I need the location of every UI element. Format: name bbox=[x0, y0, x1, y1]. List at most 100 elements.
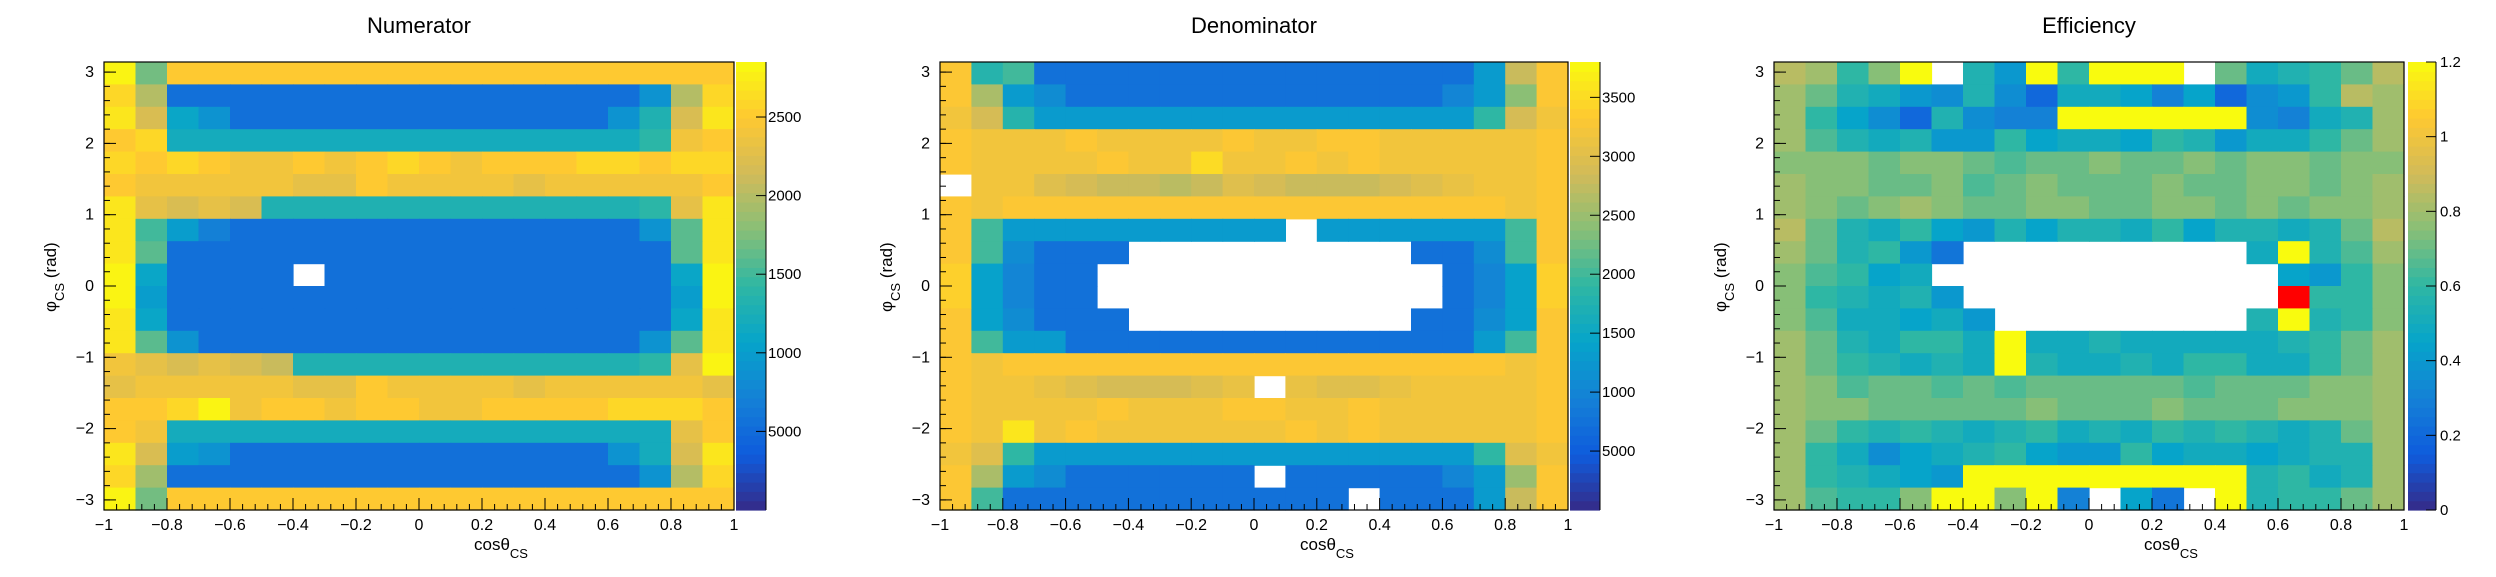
heatmap-cell bbox=[482, 196, 515, 220]
heatmap-cell bbox=[545, 465, 578, 489]
palette-bin bbox=[736, 491, 766, 502]
palette-bin bbox=[736, 351, 766, 362]
heatmap-cell bbox=[261, 241, 294, 265]
heatmap-cell bbox=[1900, 442, 1933, 466]
heatmap-cell bbox=[1097, 442, 1129, 466]
x-tick-label: 0 bbox=[415, 517, 424, 534]
heatmap-cell bbox=[1097, 129, 1129, 153]
heatmap-cell bbox=[387, 218, 420, 242]
heatmap-cell bbox=[1963, 129, 1996, 153]
heatmap-cell bbox=[1379, 151, 1412, 175]
heatmap-cell bbox=[1065, 330, 1098, 354]
heatmap-cell bbox=[356, 465, 389, 489]
heatmap-cell bbox=[1442, 308, 1475, 332]
heatmap-cell bbox=[2183, 196, 2216, 220]
palette-bin bbox=[1570, 164, 1600, 175]
heatmap-cell bbox=[293, 174, 326, 197]
heatmap-cell bbox=[419, 62, 452, 85]
heatmap-cell bbox=[1034, 151, 1067, 175]
z-tick-label: 1000 bbox=[1602, 384, 1635, 401]
heatmap-cell bbox=[1774, 375, 1807, 399]
heatmap-cell bbox=[2057, 442, 2090, 466]
heatmap-cell bbox=[1065, 465, 1098, 489]
heatmap-cell bbox=[608, 241, 641, 265]
heatmap-cell bbox=[1473, 241, 1506, 265]
heatmap-cell bbox=[1128, 196, 1161, 220]
heatmap-cell bbox=[1128, 106, 1161, 130]
heatmap-cell bbox=[639, 487, 672, 511]
palette-bin bbox=[736, 118, 766, 128]
heatmap-cell bbox=[1900, 241, 1933, 265]
heatmap-cell bbox=[1128, 465, 1161, 489]
palette-bin bbox=[1570, 108, 1600, 119]
heatmap-cell bbox=[1159, 487, 1192, 511]
heatmap-cell bbox=[1159, 465, 1192, 489]
palette-bin bbox=[736, 463, 766, 474]
heatmap-cell bbox=[1805, 241, 1838, 265]
heatmap-cell bbox=[1900, 62, 1933, 85]
heatmap-cell bbox=[2120, 442, 2153, 466]
palette-bin bbox=[736, 99, 766, 110]
heatmap-cell bbox=[2341, 375, 2374, 399]
palette-bin bbox=[1570, 444, 1600, 455]
heatmap-cell bbox=[1442, 174, 1475, 197]
heatmap-cell bbox=[324, 420, 357, 444]
heatmap-cell bbox=[1805, 286, 1838, 309]
heatmap-cell bbox=[1285, 330, 1318, 354]
heatmap-cell bbox=[1348, 330, 1381, 354]
heatmap-cell bbox=[167, 129, 200, 153]
palette-bin bbox=[1570, 304, 1600, 315]
y-tick-label: 3 bbox=[921, 64, 930, 81]
heatmap-cell bbox=[2152, 330, 2185, 354]
heatmap-cell bbox=[135, 151, 168, 175]
heatmap-cell bbox=[2026, 62, 2059, 85]
heatmap-cell bbox=[1191, 375, 1224, 399]
heatmap-cell bbox=[324, 375, 357, 399]
heatmap-cell bbox=[2341, 487, 2374, 511]
heatmap-cell bbox=[1285, 62, 1318, 85]
heatmap-cell bbox=[1002, 263, 1035, 287]
heatmap-cell bbox=[576, 375, 609, 399]
heatmap-cell bbox=[356, 106, 389, 130]
heatmap-cell bbox=[198, 420, 231, 444]
heatmap-cell bbox=[261, 263, 294, 287]
heatmap-cell bbox=[1191, 442, 1224, 466]
heatmap-cell bbox=[576, 84, 609, 108]
heatmap-cell bbox=[2057, 465, 2090, 489]
heatmap-cell bbox=[261, 308, 294, 332]
heatmap-cell bbox=[2372, 353, 2405, 377]
heatmap-cell bbox=[576, 465, 609, 489]
heatmap-cell bbox=[1097, 151, 1129, 175]
heatmap-cell bbox=[545, 196, 578, 220]
heatmap-cell bbox=[419, 398, 452, 421]
heatmap-cell bbox=[1002, 308, 1035, 332]
heatmap-cell bbox=[2026, 196, 2059, 220]
heatmap-cell bbox=[702, 196, 735, 220]
palette-bin bbox=[2408, 71, 2436, 82]
heatmap-cell bbox=[2246, 84, 2279, 108]
heatmap-cell bbox=[2246, 151, 2279, 175]
heatmap-cell bbox=[1379, 375, 1412, 399]
heatmap-cell bbox=[1128, 487, 1161, 511]
heatmap-cell bbox=[1505, 487, 1538, 511]
palette-bin bbox=[1570, 435, 1600, 446]
heatmap-cell bbox=[2309, 330, 2342, 354]
heatmap-cell bbox=[2057, 420, 2090, 444]
heatmap-cell bbox=[2309, 286, 2342, 309]
heatmap-cell bbox=[1316, 196, 1349, 220]
heatmap-cell bbox=[324, 487, 357, 511]
heatmap-cell bbox=[2215, 84, 2248, 108]
heatmap-cell bbox=[450, 196, 483, 220]
x-tick-label: 0.4 bbox=[2204, 517, 2226, 534]
heatmap-cell bbox=[671, 330, 704, 354]
heatmap-cell bbox=[702, 487, 735, 511]
heatmap-cell bbox=[1805, 106, 1838, 130]
palette-bin bbox=[2408, 146, 2436, 156]
palette-bin bbox=[736, 482, 766, 492]
heatmap-cell bbox=[450, 218, 483, 242]
heatmap-cell bbox=[1473, 106, 1506, 130]
heatmap-cell bbox=[482, 84, 515, 108]
heatmap-cell bbox=[2246, 420, 2279, 444]
heatmap-cell bbox=[2215, 196, 2248, 220]
heatmap-cell bbox=[104, 218, 137, 242]
